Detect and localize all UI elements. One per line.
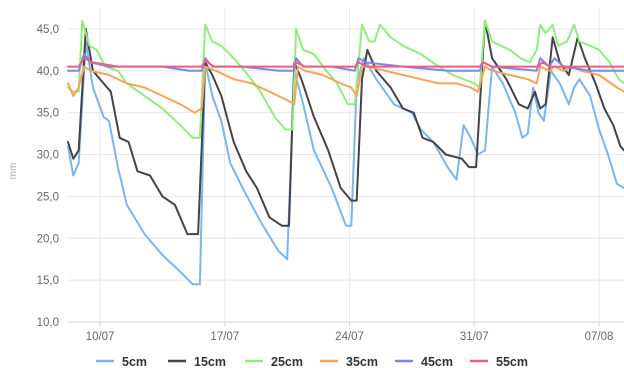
series-line-25cm <box>67 19 624 139</box>
y-tick-label: 30,0 <box>37 150 59 162</box>
series-line-55cm <box>67 57 624 68</box>
y-tick-label: 45,0 <box>37 24 59 36</box>
y-tick-label: 20,0 <box>37 233 59 245</box>
series-line-5cm <box>67 40 624 286</box>
y-tick-label: 15,0 <box>37 275 59 287</box>
y-tick-label: 40,0 <box>37 66 59 78</box>
y-axis-label: mm <box>8 163 19 180</box>
y-tick-label: 25,0 <box>37 191 59 203</box>
legend-item-45cm[interactable]: 45cm <box>395 355 453 368</box>
x-tick-label: 10/07 <box>86 331 115 343</box>
legend-label: 25cm <box>271 355 303 368</box>
legend-item-15cm[interactable]: 15cm <box>168 355 226 368</box>
x-tick-label: 17/07 <box>210 331 239 343</box>
legend-item-35cm[interactable]: 35cm <box>320 355 378 368</box>
legend-item-25cm[interactable]: 25cm <box>245 355 303 368</box>
series-line-35cm <box>67 65 624 114</box>
y-axis-ticks: 10,0 15,0 20,0 25,0 30,0 35,0 40,0 45,0 <box>37 24 59 329</box>
legend[interactable]: 5cm 15cm 25cm 35cm 45cm 55cm <box>96 355 528 368</box>
y-grid <box>68 28 624 281</box>
x-tick-label: 31/07 <box>460 331 489 343</box>
legend-label: 15cm <box>194 355 226 368</box>
legend-label: 45cm <box>421 355 453 368</box>
x-tick-label: 24/07 <box>335 331 364 343</box>
legend-item-5cm[interactable]: 5cm <box>96 355 147 368</box>
x-axis-ticks: 10/07 17/07 24/07 31/07 07/08 <box>86 331 614 343</box>
x-tick-label: 07/08 <box>585 331 614 343</box>
legend-label: 35cm <box>346 355 378 368</box>
legend-item-55cm[interactable]: 55cm <box>470 355 528 368</box>
x-grid <box>99 8 600 327</box>
y-tick-label: 10,0 <box>37 317 59 329</box>
legend-label: 5cm <box>122 355 147 368</box>
legend-label: 55cm <box>496 355 528 368</box>
y-tick-label: 35,0 <box>37 108 59 120</box>
series-line-15cm <box>67 19 624 236</box>
series-lines <box>67 19 624 286</box>
